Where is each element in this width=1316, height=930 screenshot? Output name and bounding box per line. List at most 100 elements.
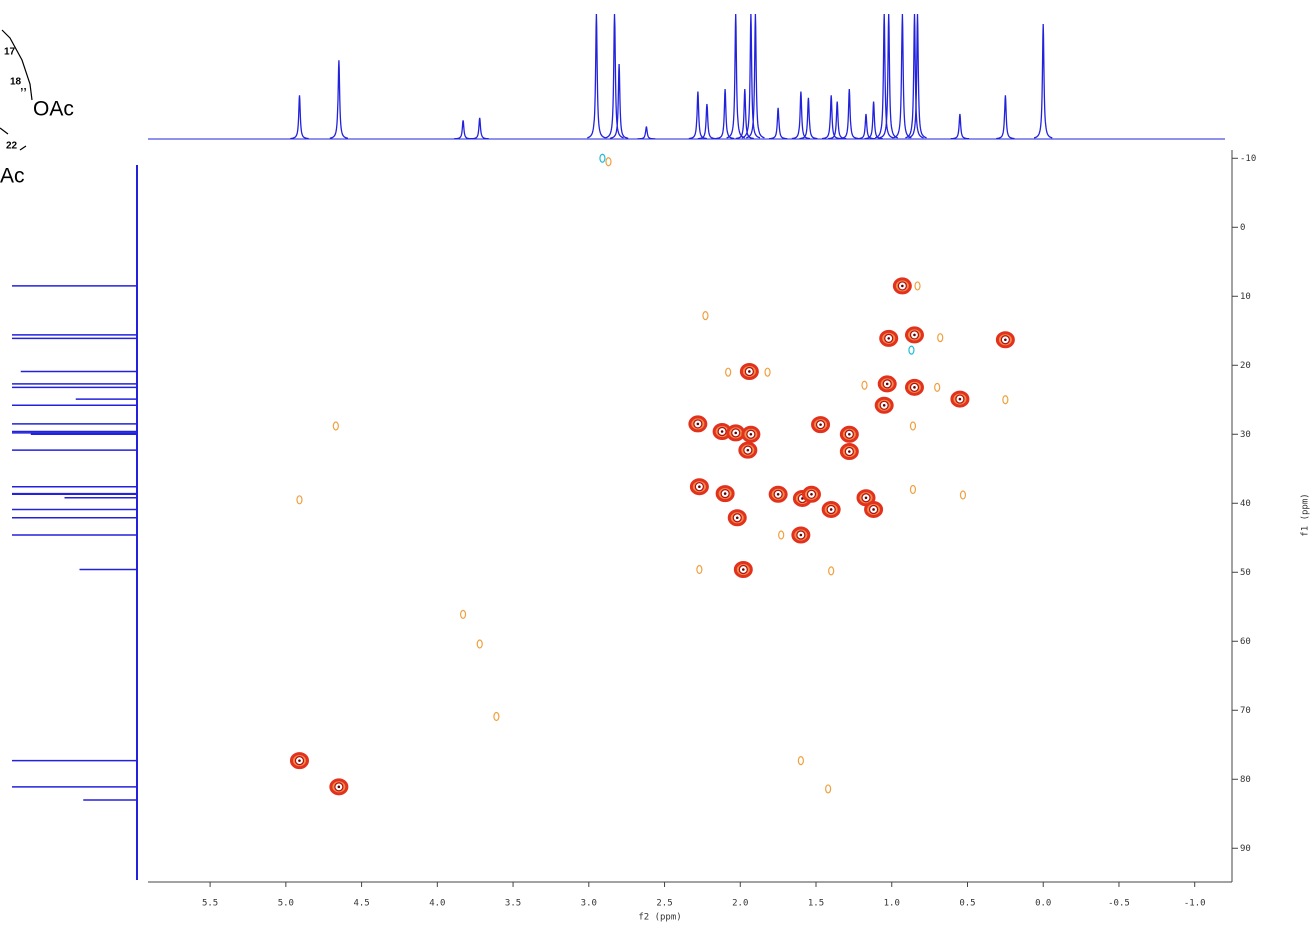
cross-peak xyxy=(296,495,303,505)
y-tick-label: 80 xyxy=(1240,775,1251,785)
projection-peak xyxy=(735,88,754,140)
cross-peak xyxy=(329,778,349,796)
cross-peak xyxy=(778,530,785,540)
cross-peak xyxy=(764,367,771,377)
contour xyxy=(748,370,751,373)
structure-label: 22 xyxy=(6,141,18,152)
projection-peak xyxy=(791,91,810,140)
x-tick-label: 2.5 xyxy=(656,899,672,909)
x-tick-label: 3.0 xyxy=(581,899,597,909)
contour xyxy=(698,485,701,489)
contour xyxy=(778,530,785,540)
y-tick-label: 20 xyxy=(1240,361,1251,371)
cross-peak xyxy=(476,639,483,649)
contour xyxy=(1004,338,1007,342)
projection-peak xyxy=(821,95,841,140)
contour xyxy=(720,430,724,433)
projection-peak xyxy=(290,95,309,140)
cross-peak xyxy=(689,478,709,496)
y-tick-label: 30 xyxy=(1240,430,1251,440)
y-tick-label: 10 xyxy=(1240,292,1251,302)
cross-peak xyxy=(839,425,859,443)
y-tick-label: 90 xyxy=(1240,844,1251,854)
projection-peak xyxy=(688,91,707,140)
x-tick-label: -1.0 xyxy=(1184,899,1206,909)
cross-peak xyxy=(696,564,703,575)
contour xyxy=(937,333,944,343)
projection-peak xyxy=(879,13,899,139)
cross-peak xyxy=(768,485,788,503)
projection-peak xyxy=(470,117,489,140)
contour xyxy=(696,564,703,575)
cross-peak xyxy=(801,485,821,503)
structure-fragment xyxy=(0,29,33,151)
contour xyxy=(332,421,339,431)
cross-peak xyxy=(688,415,708,433)
cross-peak xyxy=(733,561,753,579)
projection-peak xyxy=(864,101,883,140)
projection-peak xyxy=(950,113,970,140)
structure-label: Ac xyxy=(0,165,25,188)
structure-label: 18 xyxy=(10,77,22,88)
contour xyxy=(476,639,483,649)
contour xyxy=(459,609,467,619)
cross-peak xyxy=(908,345,915,355)
cross-peak xyxy=(738,441,758,459)
x-tick-label: -0.5 xyxy=(1108,899,1130,909)
contour xyxy=(887,337,891,340)
contour xyxy=(828,566,835,576)
projection-peak xyxy=(454,120,473,140)
projection-peak xyxy=(874,13,894,139)
structure-label: 17 xyxy=(4,47,16,58)
cross-peak xyxy=(874,396,894,414)
x-tick-label: 2.0 xyxy=(732,899,748,909)
structure-label: ’’ xyxy=(20,86,27,103)
contour xyxy=(848,450,851,453)
contour xyxy=(296,495,303,505)
cross-peak xyxy=(715,485,735,503)
projection-peak xyxy=(605,13,624,139)
cross-peak xyxy=(879,329,899,347)
contour xyxy=(882,403,886,407)
contour xyxy=(914,281,921,291)
cross-peak xyxy=(861,380,868,390)
y-tick-label: 40 xyxy=(1240,499,1251,509)
contour xyxy=(1002,395,1009,405)
x-tick-label: 5.0 xyxy=(278,899,294,909)
cross-peak xyxy=(892,277,912,295)
contour xyxy=(913,333,916,337)
x-tick-label: 1.0 xyxy=(884,899,900,909)
cross-peak xyxy=(727,509,747,527)
contour xyxy=(848,432,851,436)
contour xyxy=(605,157,612,167)
cross-peak xyxy=(909,484,917,495)
cross-peak xyxy=(797,756,804,766)
contour xyxy=(825,784,832,794)
cross-peak xyxy=(289,752,309,770)
contour xyxy=(725,367,732,377)
projection-peak xyxy=(1033,23,1053,139)
cross-peak xyxy=(702,310,709,321)
projection-peak xyxy=(893,13,912,139)
cross-peak xyxy=(995,331,1015,349)
contour xyxy=(909,421,917,431)
x-tick-label: 3.5 xyxy=(505,899,521,909)
x-axis-label: f2 (ppm) xyxy=(638,913,681,923)
cross-peak xyxy=(725,367,732,377)
y-tick-label: 60 xyxy=(1240,637,1251,647)
projection-peak xyxy=(637,126,656,140)
contour xyxy=(959,490,967,500)
contour xyxy=(696,422,700,426)
contour xyxy=(913,386,916,389)
contour xyxy=(872,508,875,511)
projection-peak xyxy=(856,113,876,140)
cross-peak xyxy=(1002,395,1009,405)
cross-peak xyxy=(459,609,467,619)
contour xyxy=(901,284,904,288)
cross-peak xyxy=(599,153,606,163)
projection-peak xyxy=(716,88,735,140)
cross-peak xyxy=(959,490,967,500)
y-tick-label: 0 xyxy=(1240,223,1245,233)
cross-peak xyxy=(950,390,970,408)
contour xyxy=(958,397,962,401)
